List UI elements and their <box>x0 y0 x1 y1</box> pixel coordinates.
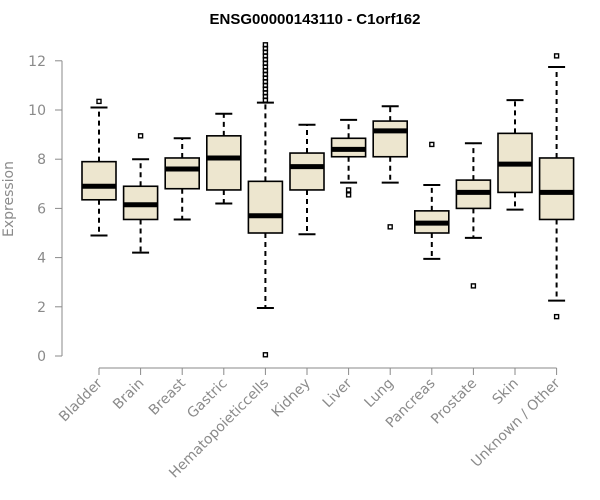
box-pancreas <box>413 141 450 260</box>
iqr-box <box>164 157 200 190</box>
y-tick-label: 4 <box>37 251 46 267</box>
iqr-box <box>247 180 284 234</box>
x-tick-label: Liver <box>320 375 356 411</box>
iqr-box <box>289 152 325 191</box>
box-skin <box>497 99 533 211</box>
box-liver <box>330 118 367 198</box>
box-kidney <box>289 123 325 236</box>
box-breast <box>164 137 200 221</box>
y-tick-label: 0 <box>37 349 46 365</box>
chart-title: ENSG00000143110 - C1orf162 <box>210 11 421 28</box>
outlier-point <box>470 283 477 289</box>
outlier-point <box>429 141 435 148</box>
outlier-point <box>553 53 560 59</box>
iqr-box <box>206 135 242 191</box>
outlier-point <box>262 42 269 48</box>
box-brain <box>122 133 159 254</box>
iqr-box <box>372 120 409 158</box>
x-tick-label: Breast <box>146 375 190 419</box>
iqr-box <box>81 160 117 201</box>
y-axis-label: Expression <box>1 161 17 237</box>
x-tick-label: Skin <box>489 376 521 408</box>
y-axis: 0 2 4 6 8 10 12 <box>28 54 63 365</box>
y-tick-label: 6 <box>37 201 46 217</box>
outlier-point <box>96 98 102 105</box>
y-tick-label: 10 <box>28 103 46 119</box>
iqr-box <box>538 157 575 221</box>
x-tick-label: Lung <box>362 376 397 411</box>
box-hematopoieticcells <box>247 42 284 358</box>
plot-area <box>81 42 575 358</box>
box-unknown-other <box>538 53 575 320</box>
box-gastric <box>206 112 242 205</box>
outlier-point <box>387 224 393 230</box>
box-bladder <box>81 98 117 237</box>
y-tick-label: 2 <box>37 300 46 316</box>
x-tick-label: Brain <box>110 376 147 413</box>
box-prostate <box>455 142 492 289</box>
outlier-point <box>345 192 352 198</box>
y-tick-label: 12 <box>28 54 46 70</box>
outlier-point <box>553 313 560 320</box>
outlier-point <box>137 133 144 139</box>
x-tick-label: Prostate <box>428 376 480 428</box>
outlier-point <box>345 187 352 193</box>
outlier-point <box>262 352 269 358</box>
box-lung <box>372 105 409 230</box>
x-tick-label: Bladder <box>56 375 106 425</box>
x-tick-label: Kidney <box>269 376 314 421</box>
y-tick-label: 8 <box>37 152 46 168</box>
x-axis: Bladder BrainBreastGastricHematopoieticce… <box>56 367 564 481</box>
